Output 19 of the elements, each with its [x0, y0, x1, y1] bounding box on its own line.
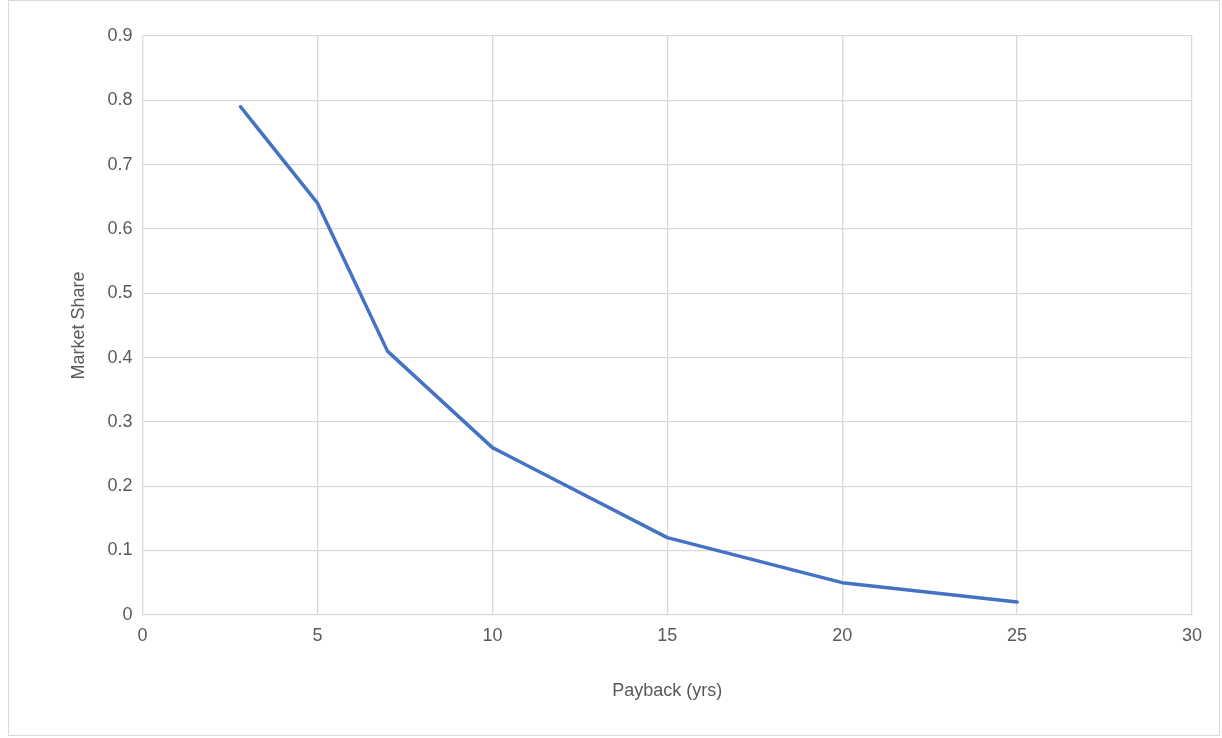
y-axis-title: Market Share [67, 271, 88, 380]
y-tick-label: 0.2 [107, 475, 133, 496]
x-tick-label: 15 [657, 624, 678, 645]
x-axis-title: Payback (yrs) [612, 680, 723, 701]
y-tick-label: 0.5 [107, 282, 133, 303]
y-tick-label: 0.9 [107, 24, 133, 45]
y-tick-label: 0.1 [107, 539, 133, 560]
x-tick-label: 30 [1181, 624, 1203, 645]
x-tick-label: 0 [137, 624, 148, 645]
x-tick-label: 5 [312, 624, 323, 645]
x-tick-label: 20 [832, 624, 853, 645]
y-tick-label: 0.8 [107, 89, 133, 110]
x-tick-label: 25 [1007, 624, 1028, 645]
y-tick-label: 0.6 [107, 217, 133, 238]
x-tick-label: 10 [482, 624, 503, 645]
y-tick-label: 0.3 [107, 410, 133, 431]
y-tick-label: 0.4 [107, 346, 133, 367]
y-tick-label: 0.7 [107, 153, 133, 174]
y-tick-label: 0 [122, 603, 133, 624]
